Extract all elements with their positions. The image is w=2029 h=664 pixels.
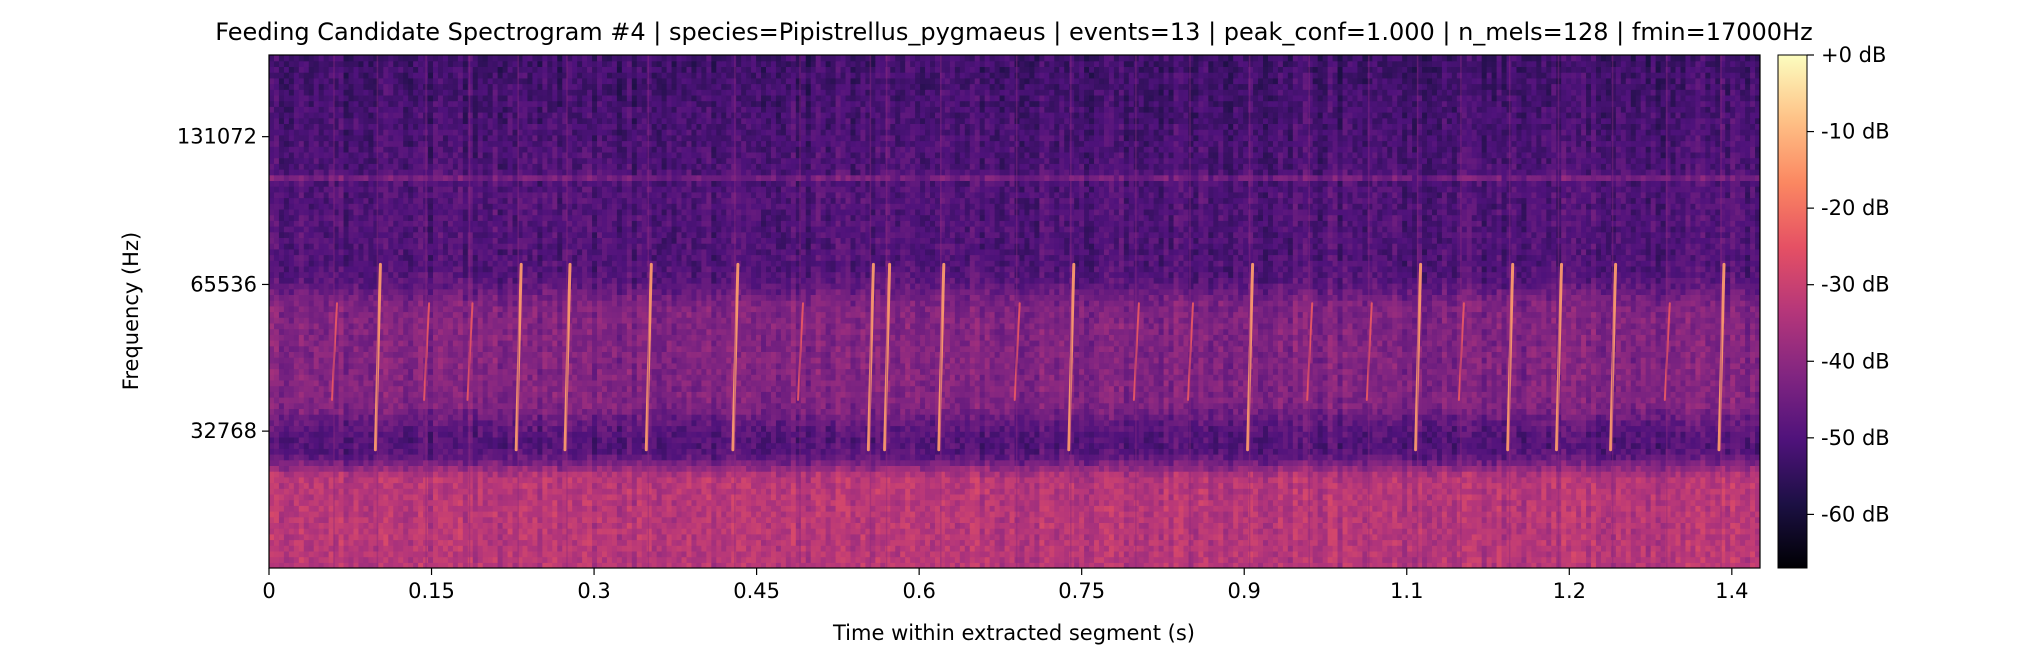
y-tick-label: 32768 [190, 419, 257, 443]
call-sweep-mark [1013, 302, 1021, 401]
x-axis-label: Time within extracted segment (s) [832, 621, 1195, 645]
call-sweep-mark [1132, 302, 1140, 401]
call-sweep-mark [1306, 302, 1314, 401]
x-tick-label: 1.4 [1715, 579, 1748, 603]
call-sweep-mark [1187, 302, 1194, 401]
call-sweep-mark [644, 262, 653, 452]
y-axis-label: Frequency (Hz) [119, 232, 143, 390]
call-sweep-mark [1663, 302, 1671, 401]
colorbar-tick-label: -30 dB [1821, 273, 1890, 297]
call-sweep-mark [1717, 262, 1726, 452]
call-sweep-mark [937, 262, 946, 452]
colorbar-axis: +0 dB -10 dB -20 dB -30 dB -40 dB -50 dB -60 d… [1807, 43, 1890, 526]
colorbar [1777, 54, 1808, 569]
x-tick-label: 0.75 [1058, 579, 1105, 603]
call-sweep-mark [514, 262, 523, 452]
x-tick-label: 1.2 [1553, 579, 1586, 603]
call-sweep-mark [1365, 302, 1373, 401]
x-axis: 0 0.15 0.3 0.45 0.6 0.75 0.9 1.1 1.2 1.4 [262, 568, 1749, 603]
x-tick-label: 0.6 [902, 579, 935, 603]
colorbar-tick-label: -50 dB [1821, 426, 1890, 450]
call-sweep-mark [1067, 262, 1076, 452]
call-sweep-mark [883, 262, 892, 452]
colorbar-tick-label: -20 dB [1821, 196, 1890, 220]
call-sweep-mark [866, 262, 875, 452]
spectrogram-heatmap [269, 55, 1760, 568]
colorbar-tick-label: -60 dB [1821, 502, 1890, 526]
x-tick-label: 0.9 [1228, 579, 1261, 603]
x-tick-label: 0.15 [408, 579, 455, 603]
x-tick-label: 0.45 [733, 579, 780, 603]
call-sweep-mark [731, 262, 740, 452]
call-sweep-mark [797, 302, 804, 401]
call-sweep-mark [1414, 262, 1423, 452]
x-tick-label: 0 [262, 579, 275, 603]
plot-area [269, 55, 1760, 568]
y-tick-label: 131072 [177, 125, 257, 149]
call-sweep-mark [1246, 262, 1255, 452]
colorbar-tick-label: -10 dB [1821, 120, 1890, 144]
call-markers [331, 55, 1726, 568]
call-sweep-mark [1609, 262, 1618, 452]
call-sweep-mark [563, 262, 572, 452]
x-tick-label: 1.1 [1390, 579, 1423, 603]
colorbar-tick-label: +0 dB [1821, 43, 1886, 67]
x-tick-label: 0.3 [577, 579, 610, 603]
call-sweep-mark [423, 302, 431, 401]
call-sweep-mark [1457, 302, 1465, 401]
y-axis: 32768 65536 131072 [177, 125, 269, 443]
call-sweep-mark [1506, 262, 1515, 452]
call-sweep-mark [466, 302, 474, 401]
call-sweep-mark [1555, 262, 1563, 452]
y-tick-label: 65536 [190, 272, 257, 296]
chart-title: Feeding Candidate Spectrogram #4 | speci… [215, 18, 1812, 46]
plot-frame [268, 54, 1761, 569]
call-sweep-mark [373, 262, 382, 452]
colorbar-tick-label: -40 dB [1821, 349, 1890, 373]
call-sweep-mark [331, 302, 338, 401]
